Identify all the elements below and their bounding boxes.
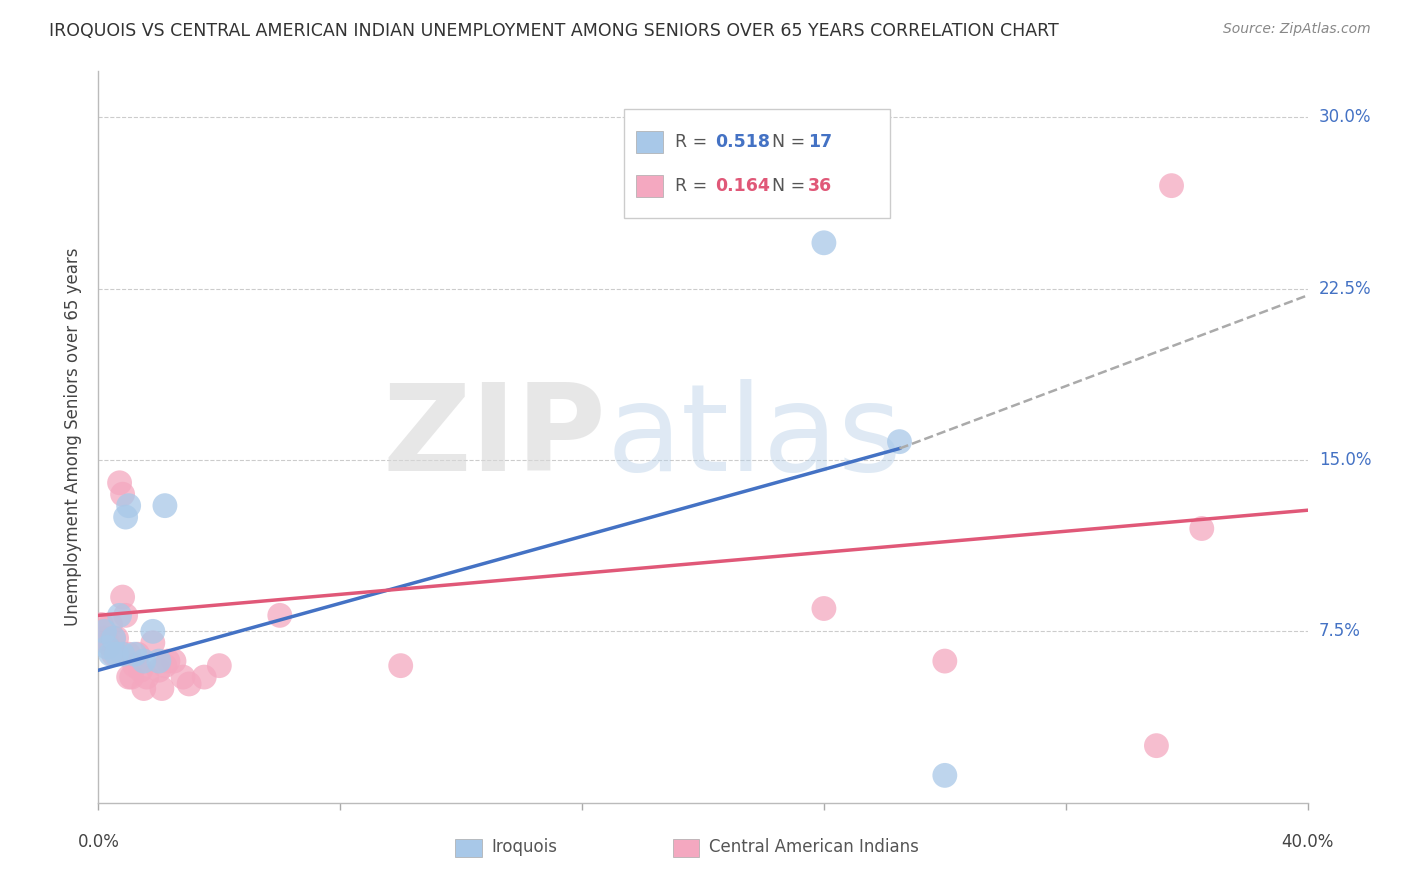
FancyBboxPatch shape bbox=[624, 110, 890, 218]
Point bbox=[132, 654, 155, 668]
Point bbox=[1144, 739, 1167, 753]
Point bbox=[153, 499, 176, 513]
Text: 0.164: 0.164 bbox=[716, 178, 770, 195]
Y-axis label: Unemployment Among Seniors over 65 years: Unemployment Among Seniors over 65 years bbox=[65, 248, 83, 626]
Text: R =: R = bbox=[675, 178, 713, 195]
Text: 7.5%: 7.5% bbox=[1319, 623, 1361, 640]
Point bbox=[208, 658, 231, 673]
Point bbox=[1160, 178, 1182, 193]
Point bbox=[934, 768, 956, 782]
Text: 30.0%: 30.0% bbox=[1319, 108, 1371, 126]
Point bbox=[108, 475, 131, 490]
Point bbox=[813, 601, 835, 615]
Point bbox=[111, 647, 134, 661]
Text: 0.0%: 0.0% bbox=[77, 833, 120, 851]
Point bbox=[111, 590, 134, 604]
Text: atlas: atlas bbox=[606, 378, 901, 496]
Bar bbox=[456, 838, 482, 857]
Point bbox=[148, 654, 170, 668]
Point bbox=[142, 636, 165, 650]
Point bbox=[156, 654, 179, 668]
Point bbox=[105, 647, 128, 661]
Point bbox=[389, 658, 412, 673]
Text: 36: 36 bbox=[808, 178, 832, 195]
Point bbox=[193, 670, 215, 684]
Point bbox=[100, 617, 122, 632]
Point bbox=[118, 670, 141, 684]
Point bbox=[1191, 521, 1213, 535]
Point bbox=[103, 632, 125, 646]
Point bbox=[121, 670, 143, 684]
Text: 22.5%: 22.5% bbox=[1319, 279, 1371, 298]
Point bbox=[103, 647, 125, 661]
Point bbox=[124, 647, 146, 661]
Point bbox=[127, 647, 149, 661]
Point bbox=[111, 487, 134, 501]
Point bbox=[269, 608, 291, 623]
Point bbox=[114, 608, 136, 623]
Point bbox=[118, 499, 141, 513]
Point bbox=[889, 434, 911, 449]
Point bbox=[93, 624, 115, 639]
Point bbox=[96, 636, 118, 650]
Point bbox=[163, 654, 186, 668]
Point bbox=[124, 658, 146, 673]
Point bbox=[129, 663, 152, 677]
Point bbox=[172, 670, 194, 684]
Bar bbox=[637, 131, 664, 153]
Point bbox=[153, 658, 176, 673]
Point bbox=[118, 647, 141, 661]
Text: R =: R = bbox=[675, 133, 713, 152]
Text: ZIP: ZIP bbox=[382, 378, 606, 496]
Point bbox=[100, 647, 122, 661]
Text: Source: ZipAtlas.com: Source: ZipAtlas.com bbox=[1223, 22, 1371, 37]
Point bbox=[142, 624, 165, 639]
Point bbox=[90, 617, 112, 632]
Point bbox=[93, 632, 115, 646]
Point bbox=[105, 632, 128, 646]
Point bbox=[96, 640, 118, 655]
Text: 40.0%: 40.0% bbox=[1281, 833, 1334, 851]
Point bbox=[150, 681, 173, 696]
Bar bbox=[672, 838, 699, 857]
Bar bbox=[637, 175, 664, 197]
Point bbox=[132, 681, 155, 696]
Point bbox=[135, 670, 157, 684]
Point bbox=[103, 632, 125, 646]
Point bbox=[934, 654, 956, 668]
Point bbox=[114, 510, 136, 524]
Point bbox=[813, 235, 835, 250]
Text: IROQUOIS VS CENTRAL AMERICAN INDIAN UNEMPLOYMENT AMONG SENIORS OVER 65 YEARS COR: IROQUOIS VS CENTRAL AMERICAN INDIAN UNEM… bbox=[49, 22, 1059, 40]
Text: 0.518: 0.518 bbox=[716, 133, 770, 152]
Point bbox=[148, 663, 170, 677]
Text: N =: N = bbox=[772, 133, 811, 152]
Point bbox=[179, 677, 201, 691]
Text: Iroquois: Iroquois bbox=[492, 838, 557, 856]
Text: N =: N = bbox=[772, 178, 811, 195]
Point bbox=[108, 608, 131, 623]
Text: Central American Indians: Central American Indians bbox=[709, 838, 920, 856]
Text: 17: 17 bbox=[808, 133, 832, 152]
Text: 15.0%: 15.0% bbox=[1319, 451, 1371, 469]
